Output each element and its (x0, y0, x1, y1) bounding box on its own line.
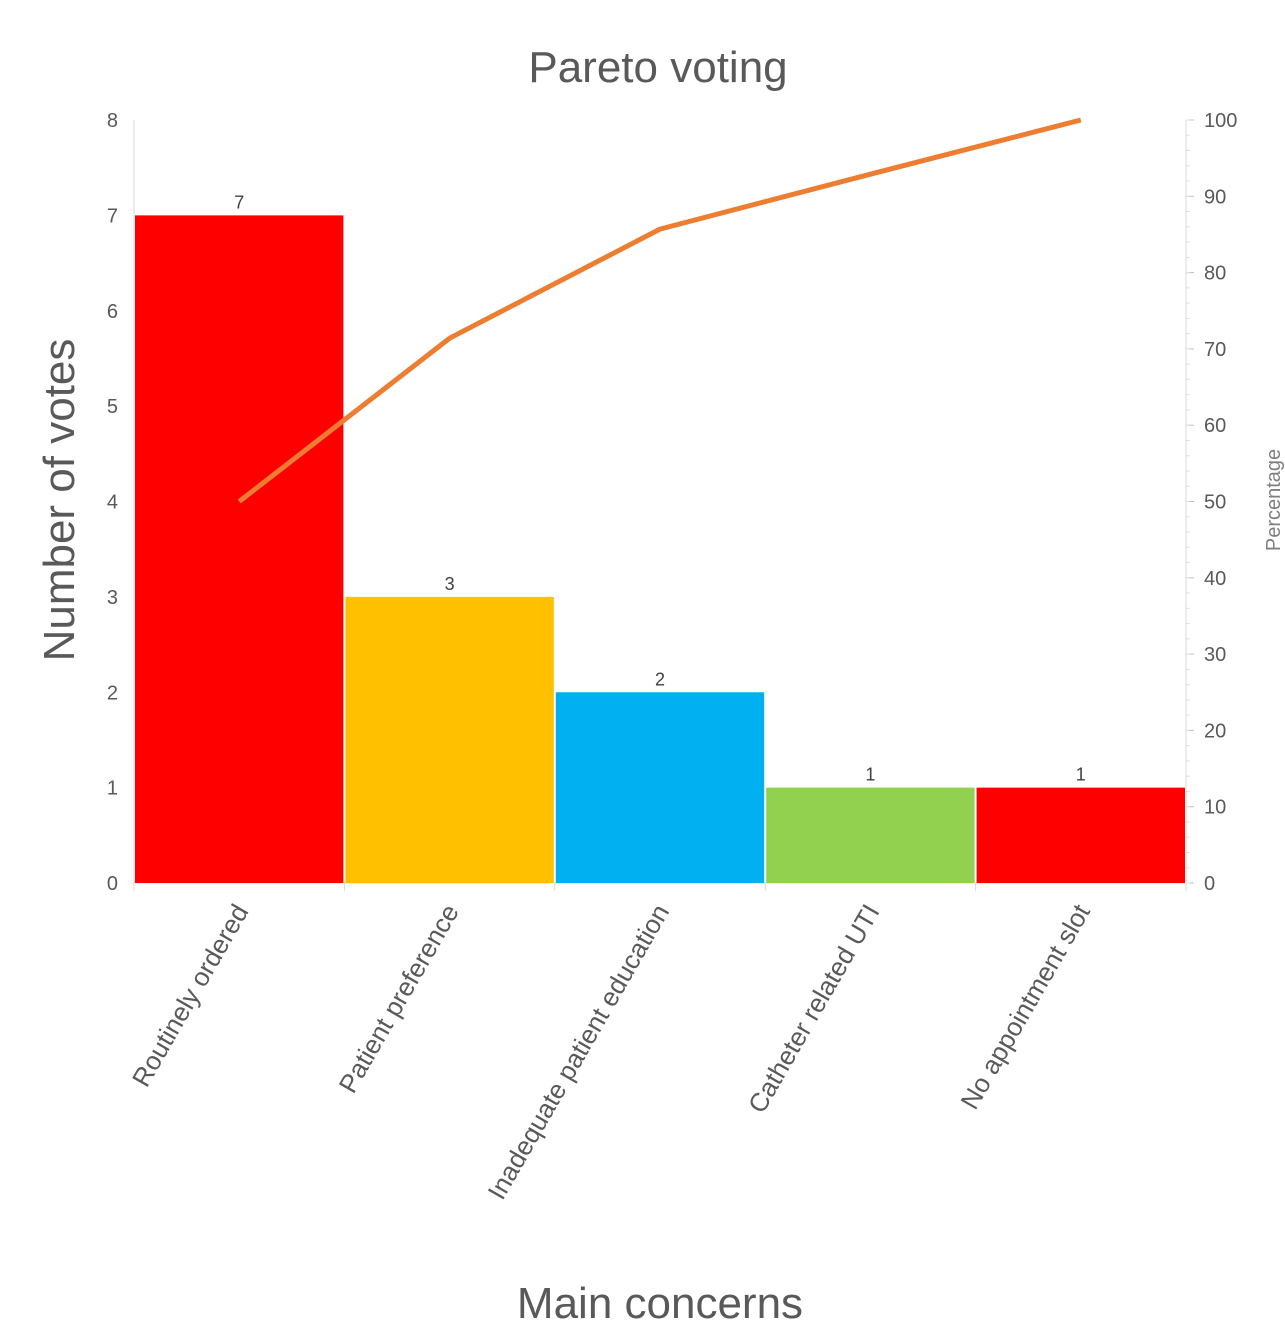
category-label: Patient preference (333, 899, 465, 1098)
x-axis-label: Main concerns (517, 1279, 803, 1321)
data-labels: 7 3 2 1 1 (234, 192, 1086, 784)
category-label: Catheter related UTI (742, 899, 886, 1118)
cumulative-percentage-line (237, 117, 1082, 504)
y2-tick-label: 60 (1204, 415, 1226, 437)
data-label: 1 (865, 765, 875, 785)
y-tick-label: 4 (107, 492, 118, 514)
y2-tick-label: 70 (1204, 339, 1226, 361)
y2-tick-label: 50 (1204, 492, 1226, 514)
y2-tick-label: 0 (1204, 873, 1215, 895)
y-tick-label: 3 (107, 587, 118, 609)
y-axis-label: Number of votes (35, 339, 84, 662)
y2-tick-label: 10 (1204, 797, 1226, 819)
y-tick-label: 0 (107, 873, 118, 895)
y-tick-label: 5 (107, 396, 118, 418)
y-tick-label: 8 (107, 110, 118, 132)
bar (345, 596, 554, 883)
bar (766, 787, 975, 883)
category-label: Inadequate patient education (482, 899, 676, 1204)
y2-tick-label: 20 (1204, 720, 1226, 742)
data-label: 1 (1076, 765, 1086, 785)
y2-tick-label: 100 (1204, 110, 1237, 132)
data-label: 3 (445, 574, 455, 594)
chart-title: Pareto voting (528, 43, 787, 92)
y2-tick-label: 80 (1204, 263, 1226, 285)
y2-axis-label: Percentage (1263, 449, 1285, 551)
y-tick-label: 1 (107, 778, 118, 800)
data-label: 7 (234, 192, 244, 212)
y-tick-label: 7 (107, 205, 118, 227)
bar (135, 215, 344, 883)
y2-tick-label: 30 (1204, 644, 1226, 666)
y-tick-label: 2 (107, 682, 118, 704)
bar (976, 787, 1185, 883)
cumulative-line-group (237, 117, 1082, 504)
bar (555, 692, 765, 883)
category-labels: Routinely ordered Patient preference Inade… (126, 898, 1097, 1204)
data-label: 2 (655, 669, 665, 689)
y-tick-label: 6 (107, 301, 118, 323)
bars (135, 215, 1185, 883)
category-label: No appointment slot (954, 898, 1096, 1114)
y2-tick-label: 40 (1204, 568, 1226, 590)
y2-tick-label: 90 (1204, 186, 1226, 208)
category-label: Routinely ordered (126, 899, 255, 1092)
